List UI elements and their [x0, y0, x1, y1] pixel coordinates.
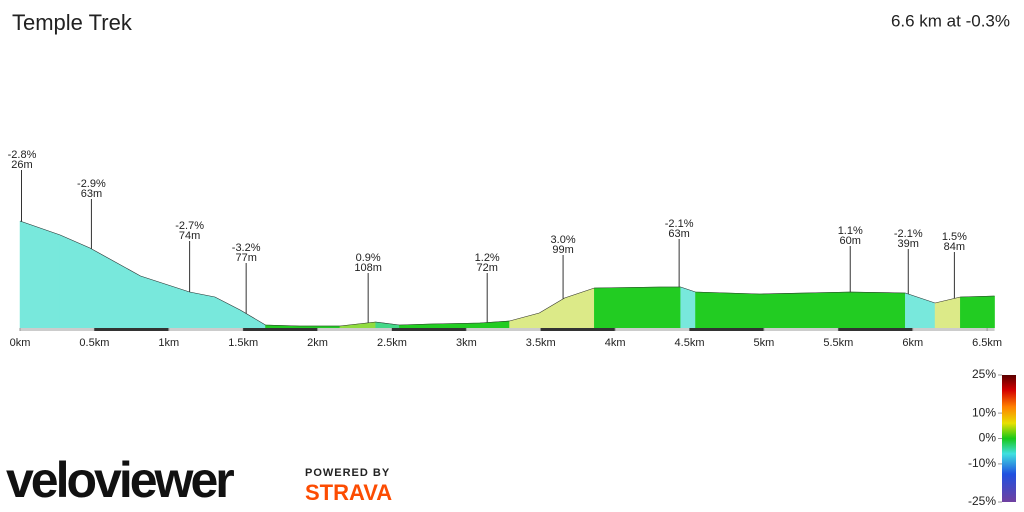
annotation-length: 108m [354, 262, 382, 274]
x-axis-band [689, 328, 764, 331]
x-tick-label: 6km [902, 337, 923, 349]
x-tick-label: 3km [456, 337, 477, 349]
profile-segment [189, 291, 216, 329]
gradient-tick-label: 25% [972, 367, 996, 381]
x-tick-label: 0km [10, 337, 31, 349]
annotation-gradient: -2.8% [8, 149, 37, 161]
profile-segment [89, 247, 141, 329]
profile-segment [19, 220, 61, 329]
x-axis-bar [20, 328, 995, 331]
x-tick-label: 2km [307, 337, 328, 349]
annotation-length: 72m [476, 262, 497, 274]
powered-by: POWERED BY [305, 467, 390, 479]
logo-veloviewer: veloviewer [6, 452, 234, 508]
annotation-gradient: 0.9% [356, 252, 381, 264]
x-tick-label: 2.5km [377, 337, 407, 349]
profile-segment [539, 297, 565, 329]
profile-segment [509, 312, 540, 329]
annotation-gradient: 1.1% [838, 225, 863, 237]
annotation-length: 77m [235, 252, 256, 264]
x-axis-band [243, 328, 318, 331]
strava-logo: STRAVA [305, 480, 392, 505]
x-tick-label: 1km [158, 337, 179, 349]
annotation-length: 39m [898, 238, 919, 250]
gradient-tick-label: 10% [972, 405, 996, 419]
annotation-length: 74m [179, 230, 200, 242]
annotation-gradient: -2.9% [77, 178, 106, 190]
profile-segment [759, 291, 851, 329]
profile-segment [239, 309, 266, 329]
annotation-gradient: 1.5% [942, 231, 967, 243]
x-tick-label: 4.5km [675, 337, 705, 349]
summary: 6.6 km at -0.3% [891, 11, 1010, 30]
gradient-scale-bar [1002, 375, 1016, 502]
x-axis-band [838, 328, 913, 331]
x-tick-label: 5.5km [823, 337, 853, 349]
profile-segment [214, 296, 241, 329]
x-axis-band [391, 328, 467, 331]
annotation-length: 63m [81, 188, 102, 200]
annotation-gradient: -2.1% [894, 228, 923, 240]
gradient-tick-label: -25% [968, 494, 996, 508]
annotation-gradient: 1.2% [475, 252, 500, 264]
x-axis-band [94, 328, 169, 331]
annotation-gradient: -3.2% [232, 242, 261, 254]
profile-line [19, 220, 995, 327]
annotation-length: 26m [11, 159, 32, 171]
annotation-gradient: -2.7% [175, 220, 204, 232]
annotation-gradient: -2.1% [665, 218, 694, 230]
annotation-gradient: 3.0% [551, 234, 576, 246]
profile-segment [564, 287, 595, 329]
profile-segment [960, 295, 995, 329]
gradient-tick-label: 0% [979, 431, 997, 445]
profile-segment [659, 286, 681, 329]
profile-segment [695, 291, 760, 329]
profile-segment [934, 296, 961, 329]
annotation-length: 63m [668, 228, 689, 240]
annotation-length: 99m [552, 244, 573, 256]
profile-segment [59, 234, 91, 329]
x-tick-label: 0.5km [79, 337, 109, 349]
x-tick-label: 6.5km [972, 337, 1002, 349]
profile-segment [849, 291, 906, 329]
x-axis-band [540, 328, 616, 331]
x-tick-label: 3.5km [526, 337, 556, 349]
profile-segment [680, 286, 696, 329]
chart-title: Temple Trek [12, 10, 133, 35]
annotation-length: 60m [840, 235, 861, 247]
x-tick-label: 4km [605, 337, 626, 349]
x-tick-label: 1.5km [228, 337, 258, 349]
gradient-tick-label: -10% [968, 456, 996, 470]
profile-segment [594, 286, 661, 329]
annotation-length: 84m [944, 241, 965, 253]
profile-segment [375, 321, 400, 329]
x-tick-label: 5km [754, 337, 775, 349]
